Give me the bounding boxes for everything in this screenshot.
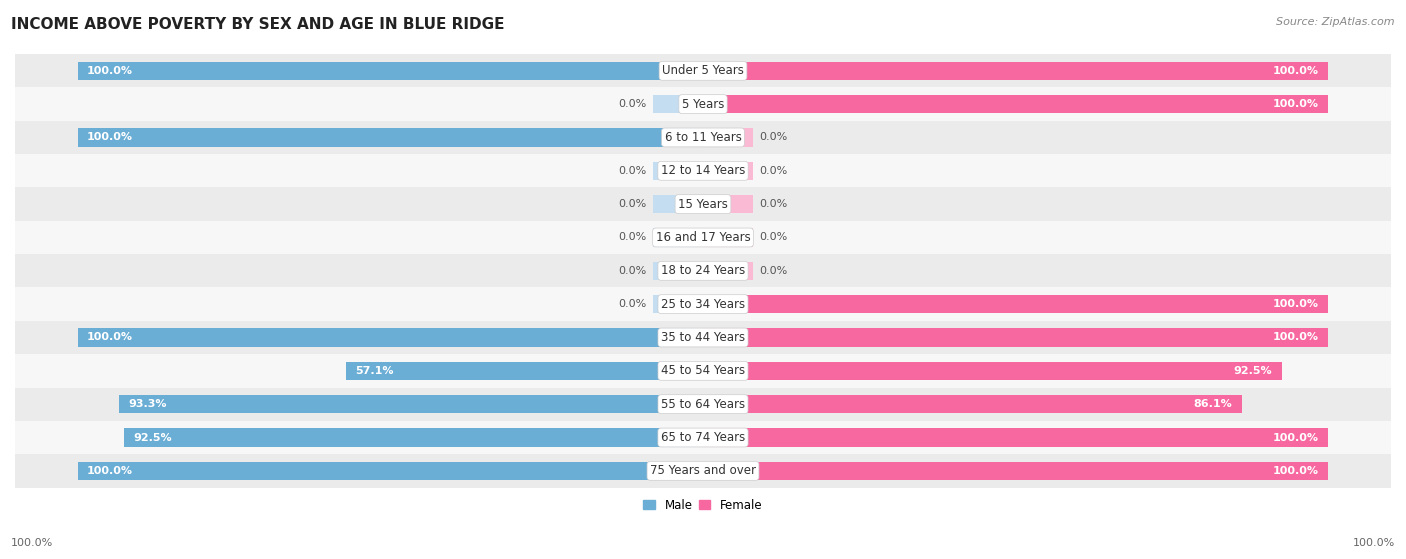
Bar (703, 428, 1329, 447)
Text: 0.0%: 0.0% (759, 166, 787, 176)
Text: 12 to 14 Years: 12 to 14 Years (661, 164, 745, 177)
Bar (703, 195, 754, 214)
Bar (77, 61, 703, 80)
Text: 0.0%: 0.0% (619, 166, 647, 176)
Text: 100.0%: 100.0% (1272, 466, 1319, 476)
Text: 57.1%: 57.1% (356, 366, 394, 376)
Bar (15, 354, 1391, 387)
Bar (703, 61, 1329, 80)
Text: 0.0%: 0.0% (619, 233, 647, 243)
Legend: Male, Female: Male, Female (638, 494, 768, 517)
Bar (15, 187, 1391, 221)
Text: 0.0%: 0.0% (759, 266, 787, 276)
Text: 0.0%: 0.0% (759, 233, 787, 243)
Text: 92.5%: 92.5% (134, 433, 173, 443)
Bar (15, 154, 1391, 187)
Bar (703, 395, 1241, 413)
Text: 0.0%: 0.0% (619, 299, 647, 309)
Text: 100.0%: 100.0% (87, 466, 134, 476)
Bar (77, 129, 703, 146)
Text: Source: ZipAtlas.com: Source: ZipAtlas.com (1277, 17, 1395, 27)
Text: 100.0%: 100.0% (1353, 538, 1395, 548)
Bar (703, 362, 1281, 380)
Bar (703, 262, 754, 280)
Text: 15 Years: 15 Years (678, 198, 728, 211)
Text: 25 to 34 Years: 25 to 34 Years (661, 297, 745, 311)
Bar (15, 421, 1391, 454)
Bar (346, 362, 703, 380)
Bar (15, 454, 1391, 487)
Bar (703, 228, 754, 247)
Bar (703, 295, 1329, 314)
Bar (703, 95, 1329, 113)
Bar (652, 262, 703, 280)
Text: 100.0%: 100.0% (87, 66, 134, 76)
Bar (652, 162, 703, 180)
Text: 16 and 17 Years: 16 and 17 Years (655, 231, 751, 244)
Text: 100.0%: 100.0% (11, 538, 53, 548)
Text: 93.3%: 93.3% (129, 399, 167, 409)
Bar (15, 254, 1391, 287)
Bar (703, 462, 1329, 480)
Text: 100.0%: 100.0% (1272, 99, 1319, 109)
Bar (652, 228, 703, 247)
Text: 65 to 74 Years: 65 to 74 Years (661, 431, 745, 444)
Bar (15, 87, 1391, 121)
Bar (125, 428, 703, 447)
Bar (15, 121, 1391, 154)
Text: 45 to 54 Years: 45 to 54 Years (661, 364, 745, 377)
Text: 6 to 11 Years: 6 to 11 Years (665, 131, 741, 144)
Text: 0.0%: 0.0% (619, 99, 647, 109)
Bar (652, 95, 703, 113)
Text: 0.0%: 0.0% (619, 199, 647, 209)
Bar (15, 321, 1391, 354)
Text: Under 5 Years: Under 5 Years (662, 64, 744, 77)
Text: 100.0%: 100.0% (1272, 299, 1319, 309)
Bar (77, 462, 703, 480)
Bar (703, 328, 1329, 347)
Bar (120, 395, 703, 413)
Text: 0.0%: 0.0% (759, 199, 787, 209)
Bar (703, 129, 754, 146)
Bar (15, 54, 1391, 87)
Text: 100.0%: 100.0% (87, 333, 134, 343)
Text: 5 Years: 5 Years (682, 98, 724, 111)
Text: 35 to 44 Years: 35 to 44 Years (661, 331, 745, 344)
Bar (15, 287, 1391, 321)
Text: 86.1%: 86.1% (1194, 399, 1232, 409)
Text: 100.0%: 100.0% (1272, 333, 1319, 343)
Text: 0.0%: 0.0% (759, 132, 787, 143)
Text: 18 to 24 Years: 18 to 24 Years (661, 264, 745, 277)
Bar (15, 221, 1391, 254)
Bar (652, 295, 703, 314)
Text: 0.0%: 0.0% (619, 266, 647, 276)
Bar (77, 328, 703, 347)
Bar (652, 195, 703, 214)
Text: 100.0%: 100.0% (87, 132, 134, 143)
Text: 55 to 64 Years: 55 to 64 Years (661, 397, 745, 411)
Text: 100.0%: 100.0% (1272, 66, 1319, 76)
Text: 75 Years and over: 75 Years and over (650, 465, 756, 477)
Bar (703, 162, 754, 180)
Text: INCOME ABOVE POVERTY BY SEX AND AGE IN BLUE RIDGE: INCOME ABOVE POVERTY BY SEX AND AGE IN B… (11, 17, 505, 32)
Text: 100.0%: 100.0% (1272, 433, 1319, 443)
Bar (15, 387, 1391, 421)
Text: 92.5%: 92.5% (1233, 366, 1272, 376)
